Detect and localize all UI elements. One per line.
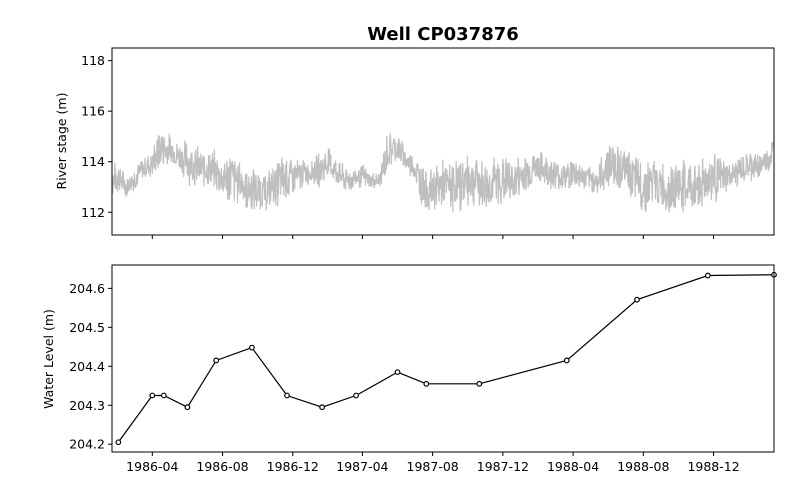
river-stage-panel: 112 114 116 118 River stage (m) xyxy=(54,47,775,239)
y-tick-label: 204.2 xyxy=(69,437,105,452)
river-stage-x-ticks xyxy=(151,235,715,239)
water-level-data-point xyxy=(160,392,167,399)
y-tick-label: 204.5 xyxy=(69,320,105,335)
water-level-data-point xyxy=(394,369,401,376)
river-stage-y-ticks: 112 114 116 118 xyxy=(81,53,112,220)
river-stage-axes-frame xyxy=(111,47,775,236)
water-level-data-point xyxy=(704,272,711,279)
x-tick-label: 1986-04 xyxy=(126,459,178,474)
y-tick-label: 116 xyxy=(81,104,105,119)
y-tick-label: 204.6 xyxy=(69,281,105,296)
water-level-data-point xyxy=(319,404,326,411)
water-level-data-point xyxy=(476,380,483,387)
water-level-data-point xyxy=(284,392,290,399)
y-tick-label: 204.4 xyxy=(69,359,105,374)
water-level-y-axis-label: Water Level (m) xyxy=(41,309,56,409)
y-tick-label: 204.3 xyxy=(69,398,105,413)
figure-title: Well CP037876 xyxy=(367,24,519,45)
water-level-panel: 204.2 204.3 204.4 204.5 204.6 1986-04 1986-08… xyxy=(41,264,777,474)
water-level-plot-area xyxy=(115,271,777,446)
water-level-x-ticks: 1986-04 1986-08 1986-12 1987-04 1987-08 1987-… xyxy=(126,452,740,474)
x-tick-label: 1987-08 xyxy=(407,459,459,474)
x-tick-label: 1988-12 xyxy=(687,459,739,474)
water-level-data-point xyxy=(248,344,255,351)
water-level-data-point xyxy=(423,380,430,387)
water-level-data-point xyxy=(213,357,220,364)
y-tick-label: 118 xyxy=(81,53,105,68)
water-level-data-point xyxy=(149,392,156,399)
river-stage-y-axis-label: River stage (m) xyxy=(54,93,69,190)
x-tick-label: 1987-12 xyxy=(477,459,529,474)
water-level-data-point xyxy=(563,357,570,364)
x-tick-label: 1986-12 xyxy=(267,459,319,474)
water-level-data-point xyxy=(115,439,122,446)
water-level-y-ticks: 204.2 204.3 204.4 204.5 204.6 xyxy=(69,281,112,452)
water-level-axes-frame xyxy=(111,264,775,453)
river-stage-plot-area xyxy=(111,133,775,213)
y-tick-label: 112 xyxy=(81,205,105,220)
x-tick-label: 1986-08 xyxy=(196,459,248,474)
water-level-series-line xyxy=(117,274,775,443)
water-level-data-point xyxy=(634,296,640,303)
x-tick-label: 1988-08 xyxy=(617,459,669,474)
river-stage-series-line xyxy=(111,133,775,213)
x-tick-label: 1988-04 xyxy=(547,459,599,474)
water-level-data-point xyxy=(184,404,191,411)
water-level-data-point xyxy=(353,392,359,399)
x-tick-label: 1987-04 xyxy=(336,459,388,474)
y-tick-label: 114 xyxy=(81,154,105,169)
